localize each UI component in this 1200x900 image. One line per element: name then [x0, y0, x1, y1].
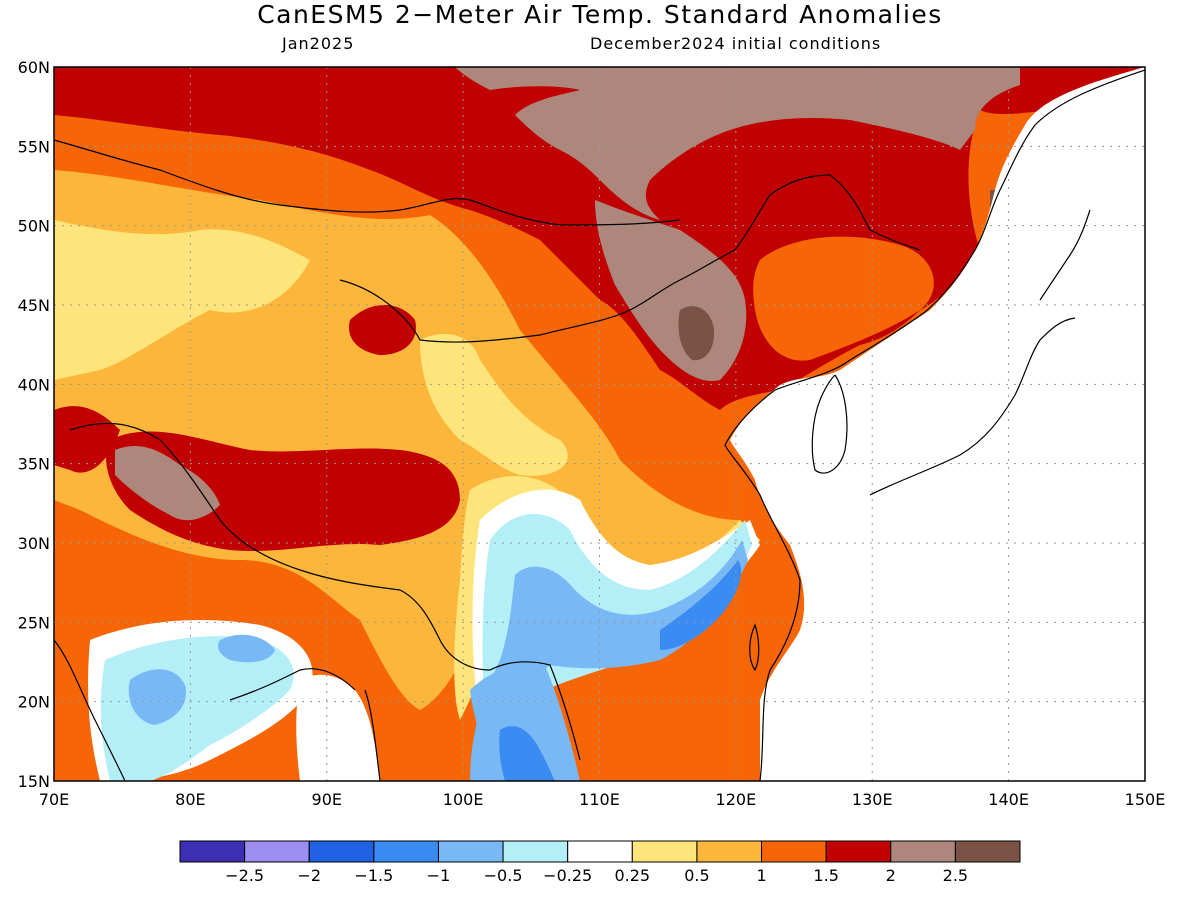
longitude-labels: 70E 80E 90E 100E 110E 120E 130E 140E 150E [39, 790, 1166, 809]
colorbar-swatch [437, 840, 504, 863]
colorbar-swatch [502, 840, 569, 863]
latitude-label: 25N [18, 613, 50, 632]
coastline-japan [869, 209, 1091, 496]
latitude-label: 20N [18, 693, 50, 712]
coastline-india [53, 639, 381, 782]
latitude-label: 35N [18, 455, 50, 474]
colorbar-label: −2.5 [225, 866, 264, 885]
longitude-label: 100E [443, 790, 484, 809]
coastline-taiwan [749, 623, 760, 672]
anomaly-region-very-high-mongolia [678, 306, 715, 361]
colorbar-labels: −2.5 −2 −1.5 −1 −0.5 −0.25 0.25 0.5 1 1.5 2 2.5 [225, 866, 968, 885]
anomaly-region-blue-china-coast [660, 560, 742, 650]
colorbar-swatch [567, 840, 633, 863]
anomaly-region-high-himalaya [115, 445, 220, 521]
colorbar-label: −0.5 [484, 866, 523, 885]
anomaly-region-yellow-central [420, 334, 568, 476]
colorbar-label: −0.25 [543, 866, 592, 885]
border-russia-kazakhstan [53, 139, 681, 226]
anomaly-region-dark-red-tibet [106, 431, 460, 552]
colorbar-swatch [631, 840, 698, 863]
colorbar-label: 0.25 [614, 866, 650, 885]
border-indochina [439, 639, 581, 761]
latitude-label: 15N [18, 772, 50, 791]
coastline-east-asia [724, 69, 1146, 782]
latitude-labels: 60N 55N 50N 45N 40N 35N 30N 25N 20N 15N [18, 58, 50, 791]
border-himalaya [69, 422, 441, 641]
longitude-label: 70E [39, 790, 69, 809]
longitude-label: 110E [579, 790, 620, 809]
anomaly-region-light-blue-southeast-asia [470, 663, 580, 781]
colorbar-label: 2.5 [943, 866, 968, 885]
colorbar-label: 2 [886, 866, 896, 885]
colorbar-label: −1.5 [354, 866, 393, 885]
anomaly-region-orange-manchuria [753, 236, 934, 361]
colorbar-swatch [696, 840, 763, 863]
latitude-label: 50N [18, 217, 50, 236]
anomaly-region-dark-red-west [54, 406, 120, 473]
longitude-label: 130E [852, 790, 893, 809]
anomaly-region-high-north [455, 67, 1020, 220]
colorbar-label: −2 [297, 866, 321, 885]
anomaly-region-dark-red-mongolia [349, 305, 416, 355]
colorbar-swatch [761, 840, 827, 863]
colorbar-label: 1 [756, 866, 766, 885]
colorbar-label: −1 [427, 866, 451, 885]
longitude-label: 120E [716, 790, 757, 809]
coastlines-and-borders [53, 69, 1146, 782]
map-title: CanESM5 2−Meter Air Temp. Standard Anoma… [257, 0, 943, 29]
valid-month-label: Jan2025 [282, 34, 355, 53]
border-china-north [339, 174, 921, 343]
anomaly-region-yellow-west [54, 220, 310, 380]
lat-lon-gridlines [54, 67, 1145, 781]
latitude-label: 60N [18, 58, 50, 77]
colorbar-swatch [373, 840, 439, 863]
latitude-label: 55N [18, 137, 50, 156]
colorbar-swatch [308, 840, 375, 863]
ocean-mask-east [730, 67, 1145, 781]
latitude-label: 30N [18, 534, 50, 553]
longitude-label: 140E [988, 790, 1029, 809]
longitude-label: 90E [312, 790, 342, 809]
anomaly-region-light-blue-china [470, 540, 748, 781]
colorbar-swatch [890, 840, 956, 863]
anomaly-region-blue-indochina [499, 726, 555, 781]
colorbar [179, 840, 1021, 863]
coastline-korea [811, 374, 848, 474]
anomaly-region-light-blue-india [128, 669, 186, 725]
colorbar-label: 1.5 [813, 866, 838, 885]
colorbar-swatch [244, 840, 310, 863]
colorbar-swatch [179, 840, 246, 863]
initial-conditions-label: December2024 initial conditions [590, 34, 882, 53]
map-frame [53, 66, 1146, 782]
latitude-label: 45N [18, 296, 50, 315]
longitude-label: 150E [1125, 790, 1166, 809]
longitude-label: 80E [175, 790, 205, 809]
colorbar-label: 0.5 [684, 866, 709, 885]
colorbar-swatch [825, 840, 892, 863]
anomaly-region-light-blue-india-2 [218, 634, 275, 663]
latitude-label: 40N [18, 375, 50, 394]
colorbar-swatch [954, 840, 1021, 863]
shaded-anomaly-field [54, 67, 1145, 781]
